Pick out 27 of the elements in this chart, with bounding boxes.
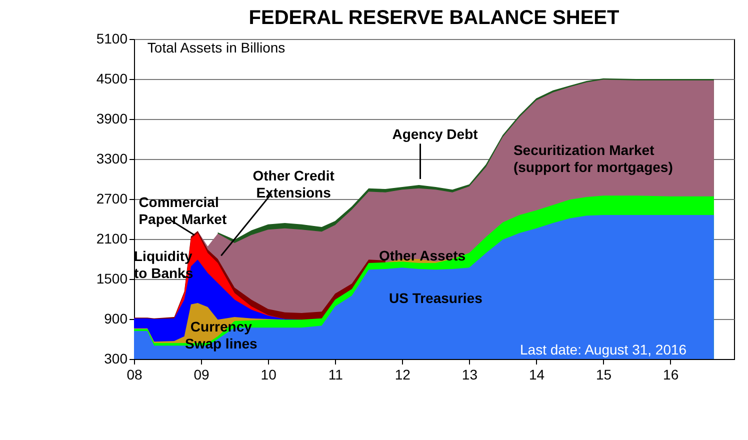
x-tick-label: 12 [394, 366, 411, 382]
y-tick-label: 3300 [96, 150, 128, 166]
text: Other Credit Extensions [252, 167, 335, 200]
y-tick-label: 900 [104, 310, 128, 326]
y-tick-label: 3900 [96, 110, 128, 126]
annotation: Last date: August 31, 2016 [520, 341, 687, 358]
y-axis-title: Total Assets in Billions [147, 39, 286, 56]
x-tick-label: 16 [663, 366, 679, 382]
series-label: Securitization Market (support for mortgages) [513, 142, 673, 175]
x-tick-label: 15 [596, 366, 612, 382]
series-label: US Treasuries [388, 290, 483, 306]
x-tick-label: 08 [126, 366, 142, 382]
y-tick-label: 4500 [96, 70, 128, 86]
x-tick-label: 13 [462, 366, 478, 382]
chart-title: FEDERAL RESERVE BALANCE SHEET [248, 7, 620, 29]
y-tick-label: 1500 [96, 270, 128, 286]
x-tick-label: 14 [528, 366, 545, 382]
series-label: Other Assets [378, 247, 466, 264]
y-tick-label: 2100 [96, 230, 128, 246]
y-tick-label: 2700 [96, 190, 128, 206]
x-tick-label: 09 [194, 366, 210, 382]
series-label: Commercial Paper Market [138, 194, 227, 227]
x-tick-label: 10 [260, 366, 277, 382]
x-tick-label: 11 [328, 366, 344, 382]
y-tick-label: 5100 [96, 30, 128, 46]
y-tick-label: 300 [104, 350, 128, 366]
series-label: Agency Debt [392, 126, 478, 142]
